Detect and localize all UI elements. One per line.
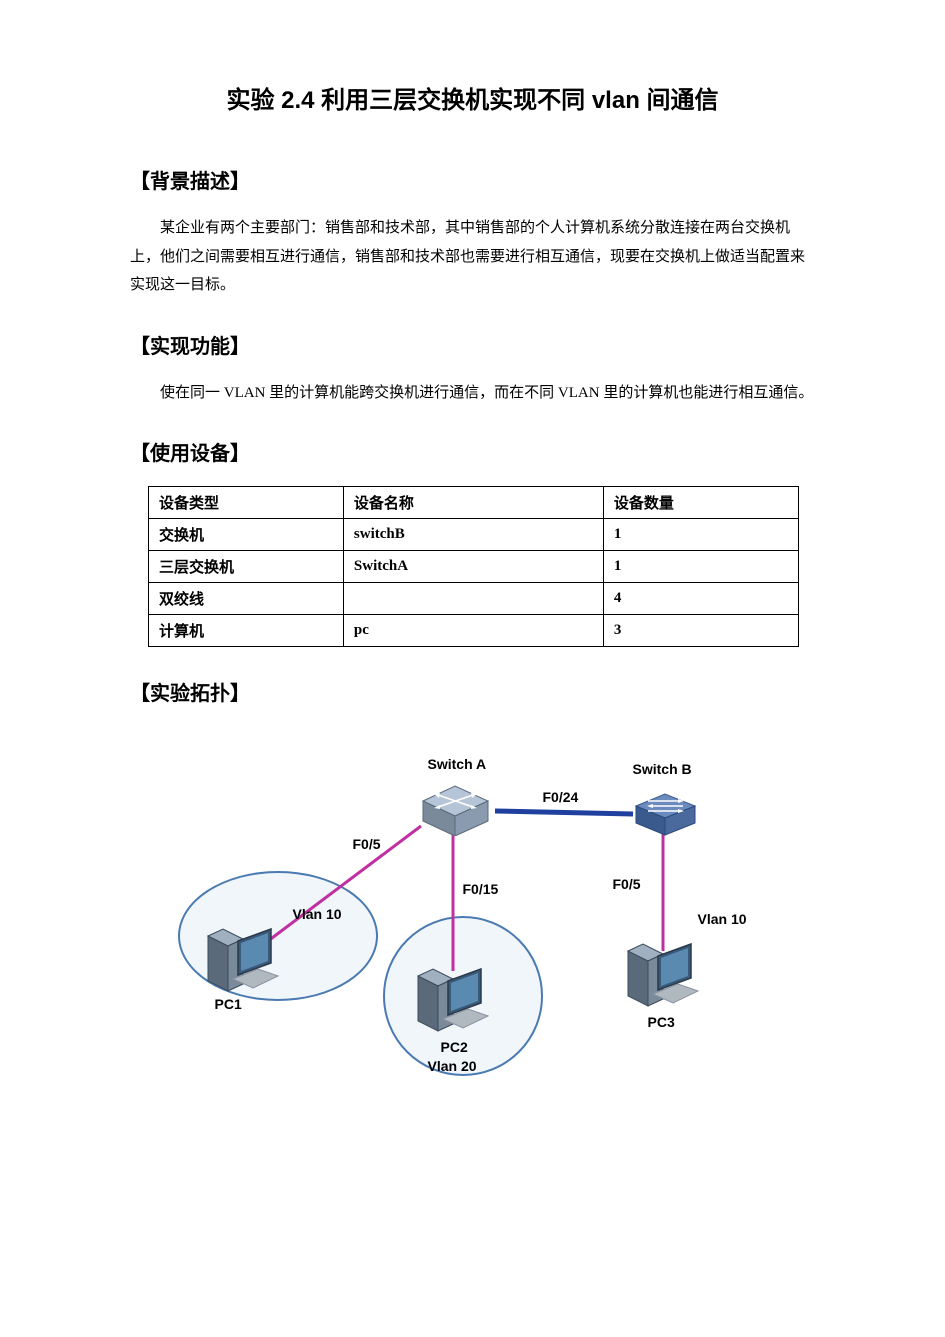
cell: 计算机 — [149, 615, 344, 647]
cell: 交换机 — [149, 519, 344, 551]
table-row: 交换机 switchB 1 — [149, 519, 799, 551]
cell: 三层交换机 — [149, 551, 344, 583]
cell: 3 — [603, 615, 798, 647]
table-row: 双绞线 4 — [149, 583, 799, 615]
pc1-label: PC1 — [215, 996, 242, 1012]
cell: 双绞线 — [149, 583, 344, 615]
pc2-label: PC2 — [441, 1039, 468, 1055]
function-header: 【实现功能】 — [130, 330, 815, 359]
topology-header: 【实验拓扑】 — [130, 677, 815, 706]
header-count: 设备数量 — [603, 487, 798, 519]
cell: 1 — [603, 551, 798, 583]
cell: pc — [343, 615, 603, 647]
f0-5-left-label: F0/5 — [353, 836, 381, 852]
background-text: 某企业有两个主要部门：销售部和技术部，其中销售部的个人计算机系统分散连接在两台交… — [130, 214, 815, 300]
switch-a-icon — [413, 781, 498, 836]
function-text: 使在同一 VLAN 里的计算机能跨交换机进行通信，而在不同 VLAN 里的计算机… — [130, 379, 815, 408]
pc3-label: PC3 — [648, 1014, 675, 1030]
switch-a-label: Switch A — [428, 756, 487, 772]
pc1-icon — [203, 921, 283, 996]
cell — [343, 583, 603, 615]
table-row: 三层交换机 SwitchA 1 — [149, 551, 799, 583]
header-name: 设备名称 — [343, 487, 603, 519]
cell: switchB — [343, 519, 603, 551]
cell: 4 — [603, 583, 798, 615]
pc2-icon — [413, 961, 493, 1036]
switch-b-label: Switch B — [633, 761, 692, 777]
f0-24-label: F0/24 — [543, 789, 579, 805]
cell: 1 — [603, 519, 798, 551]
cell: SwitchA — [343, 551, 603, 583]
f0-5-right-label: F0/5 — [613, 876, 641, 892]
vlan10-left-label: Vlan 10 — [293, 906, 342, 922]
topology-diagram: Switch A Switch B F0/5 F0/15 F0/24 F0/5 … — [173, 726, 773, 1086]
document-title: 实验 2.4 利用三层交换机实现不同 vlan 间通信 — [130, 80, 815, 115]
f0-15-label: F0/15 — [463, 881, 499, 897]
table-header-row: 设备类型 设备名称 设备数量 — [149, 487, 799, 519]
switch-b-icon — [628, 791, 703, 836]
pc3-icon — [623, 936, 703, 1011]
vlan20-label: Vlan 20 — [428, 1058, 477, 1074]
device-table: 设备类型 设备名称 设备数量 交换机 switchB 1 三层交换机 Switc… — [148, 486, 799, 647]
table-row: 计算机 pc 3 — [149, 615, 799, 647]
background-header: 【背景描述】 — [130, 165, 815, 194]
vlan10-right-label: Vlan 10 — [698, 911, 747, 927]
device-header: 【使用设备】 — [130, 437, 815, 466]
header-type: 设备类型 — [149, 487, 344, 519]
